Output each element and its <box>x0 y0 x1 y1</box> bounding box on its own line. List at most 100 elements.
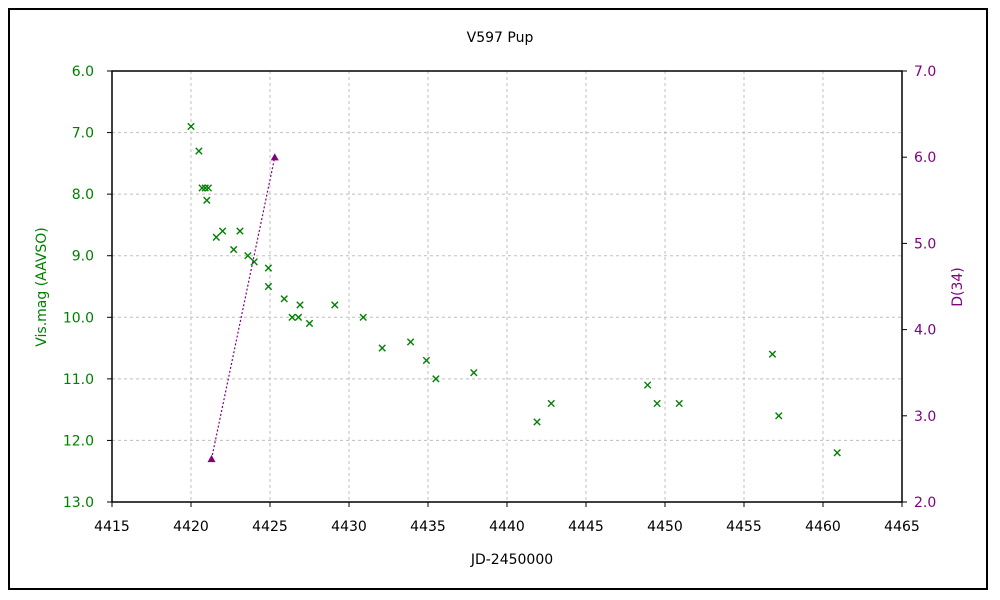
y-left-tick-label: 12.0 <box>63 433 94 449</box>
data-point-stroke <box>264 282 273 291</box>
data-point-stroke <box>244 252 252 260</box>
y-left-tick-label: 10.0 <box>63 310 94 326</box>
data-point-stroke <box>212 233 220 241</box>
data-point-stroke <box>294 313 303 321</box>
y-right-tick-label: 7.0 <box>914 64 936 80</box>
data-point-vis-mag <box>296 301 304 309</box>
data-point-stroke <box>250 258 258 266</box>
data-point-stroke <box>203 196 211 204</box>
data-point-vis-mag <box>236 227 244 235</box>
data-point-stroke <box>296 301 304 309</box>
x-tick-label: 4465 <box>884 519 920 535</box>
data-point-vis-mag <box>204 184 213 192</box>
data-point-stroke <box>236 227 244 235</box>
data-point-vis-mag <box>201 184 209 192</box>
data-point-stroke <box>195 147 203 155</box>
data-point-stroke <box>201 184 209 192</box>
data-point-stroke <box>204 184 213 192</box>
y-left-tick-labels: 6.0 7.0 8.0 9.0 10.0 11.0 12.0 13.0 <box>63 64 112 511</box>
y-left-tick-label: 13.0 <box>63 495 94 511</box>
data-point-vis-mag <box>264 264 273 272</box>
data-point-vis-mag <box>768 350 777 358</box>
x-tick-label: 4445 <box>568 519 604 535</box>
chart-frame <box>8 8 988 590</box>
data-point-stroke <box>406 338 415 346</box>
data-point-stroke <box>432 375 440 383</box>
data-point-vis-mag <box>378 344 386 352</box>
data-point-vis-mag <box>250 258 258 266</box>
y-left-tick-label: 11.0 <box>63 372 94 388</box>
data-point-stroke <box>470 369 478 377</box>
data-point-stroke <box>768 350 777 358</box>
data-point-stroke <box>643 381 652 389</box>
x-tick-label: 4425 <box>252 519 288 535</box>
data-point-vis-mag <box>187 122 195 131</box>
x-tick-labels: 4415 4420 4425 4430 4435 4440 4445 4450 4455 4460… <box>94 502 920 535</box>
data-point-vis-mag <box>280 295 288 303</box>
data-point-stroke <box>264 264 273 272</box>
data-point-stroke <box>833 449 841 457</box>
data-point-stroke <box>229 245 238 254</box>
data-point-vis-mag <box>305 319 314 328</box>
y-left-axis-label: Vis.mag (AAVSO) <box>34 227 50 347</box>
x-tick-label: 4460 <box>805 519 841 535</box>
data-point-vis-mag <box>264 282 273 291</box>
y-left-tick-label: 8.0 <box>72 187 94 203</box>
y-right-tick-label: 5.0 <box>914 236 936 252</box>
x-tick-label: 4415 <box>94 519 130 535</box>
data-point-vis-mag <box>218 227 227 235</box>
data-series <box>187 122 841 463</box>
y-left-tick-label: 9.0 <box>72 249 94 265</box>
data-point-stroke <box>359 313 367 321</box>
y-left-tick-label: 6.0 <box>72 64 94 80</box>
data-point-d34 <box>270 153 279 161</box>
data-point-vis-mag <box>653 399 661 408</box>
data-point-vis-mag <box>198 184 206 192</box>
y-left-tick-label: 7.0 <box>72 126 94 142</box>
x-tick-label: 4430 <box>331 519 367 535</box>
data-point-stroke <box>288 313 296 321</box>
data-point-vis-mag <box>775 412 783 420</box>
y-right-tick-labels: 7.0 6.0 5.0 4.0 3.0 2.0 <box>902 64 936 511</box>
data-point-vis-mag <box>422 356 431 365</box>
data-point-vis-mag <box>470 369 478 377</box>
data-point-stroke <box>378 344 386 352</box>
data-point-vis-mag <box>432 375 440 383</box>
data-point-vis-mag <box>331 301 339 309</box>
data-point-stroke <box>653 399 661 408</box>
y-right-tick-label: 3.0 <box>914 409 936 425</box>
data-point-vis-mag <box>833 449 841 457</box>
x-tick-label: 4440 <box>489 519 525 535</box>
data-point-vis-mag <box>675 399 683 408</box>
data-point-stroke <box>218 227 227 235</box>
data-point-stroke <box>187 122 195 131</box>
series-line-d34 <box>210 157 276 460</box>
data-point-stroke <box>305 319 314 328</box>
x-tick-label: 4455 <box>726 519 762 535</box>
y-right-tick-label: 4.0 <box>914 323 936 339</box>
data-point-d34 <box>207 454 216 463</box>
y-right-tick-label: 2.0 <box>914 495 936 511</box>
data-point-vis-mag <box>533 418 541 426</box>
data-point-stroke <box>775 412 783 420</box>
x-tick-label: 4420 <box>173 519 209 535</box>
chart-title: V597 Pup <box>467 30 534 46</box>
y-right-axis-label: D(34) <box>950 267 966 307</box>
data-point-vis-mag <box>547 399 555 408</box>
data-point-vis-mag <box>203 196 211 204</box>
y-right-tick-label: 6.0 <box>914 150 936 166</box>
x-tick-label: 4450 <box>647 519 683 535</box>
data-point-vis-mag <box>294 313 303 321</box>
data-point-stroke <box>547 399 555 408</box>
data-point-vis-mag <box>643 381 652 389</box>
data-point-vis-mag <box>195 147 203 155</box>
grid-lines <box>112 71 902 502</box>
data-point-stroke <box>422 356 431 365</box>
data-point-vis-mag <box>229 245 238 254</box>
data-point-vis-mag <box>406 338 415 346</box>
data-point-vis-mag <box>288 313 296 321</box>
data-point-stroke <box>533 418 541 426</box>
data-point-vis-mag <box>359 313 367 321</box>
data-point-stroke <box>280 295 288 303</box>
